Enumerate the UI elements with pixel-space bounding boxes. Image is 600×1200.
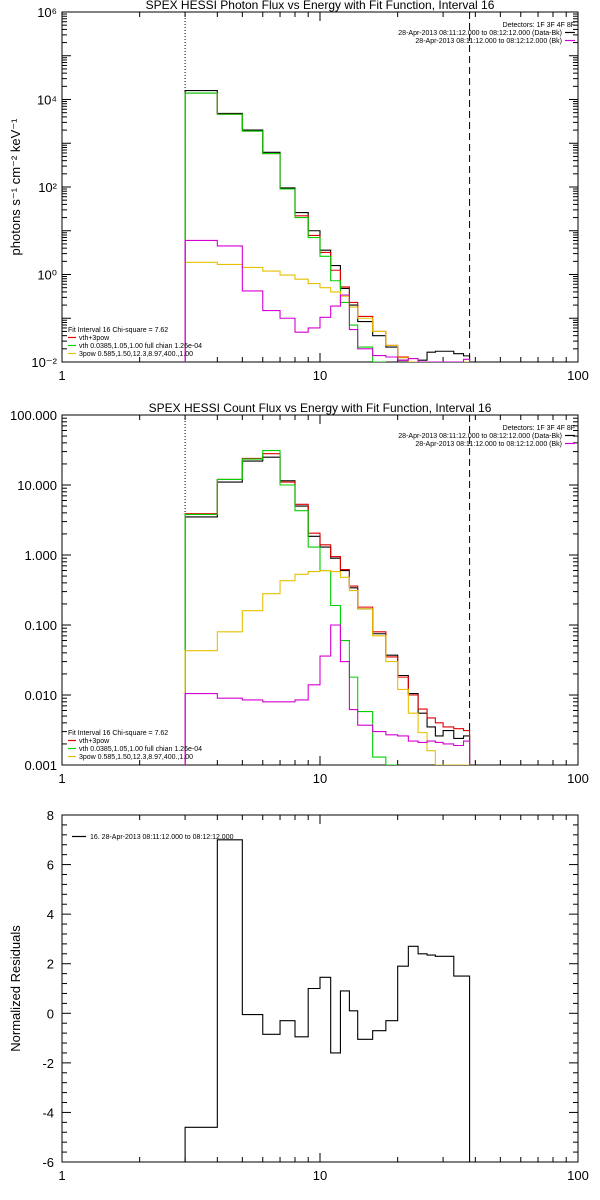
legend-label: vth 0.0385,1.05,1.00 full chian 1.26e-04 (79, 343, 202, 350)
series-line-3pow (184, 569, 470, 765)
y-tick-label: 100.000 (10, 408, 57, 423)
y-tick-label: -4 (42, 1105, 54, 1120)
x-tick-label: 10 (313, 771, 327, 786)
legend-header: Detectors: 1F 3F 4F 8F (503, 22, 575, 29)
legend-label: 3pow 0.585,1.50,12.3,8.97,400.,1.00 (79, 754, 193, 761)
y-axis-label: photons s⁻¹ cm⁻² keV⁻¹ (8, 118, 23, 256)
x-tick-label: 100 (567, 771, 589, 786)
legend-header: Fit Interval 16 Chi-square = 7.62 (68, 327, 168, 334)
series-line-vth (184, 450, 398, 765)
x-tick-label: 100 (567, 368, 589, 383)
y-tick-label: 10⁻² (31, 355, 57, 370)
legend-label: 28-Apr-2013 08:11:12.000 to 08:12:12.000… (415, 38, 562, 45)
series-line-16 (184, 839, 471, 1162)
x-tick-label: 1 (58, 771, 65, 786)
count-flux-panel: 1 10 100 0.001 0.010 0.100 1.000 10.000 100.000 S… (10, 401, 589, 786)
series-line-bk (184, 624, 471, 765)
residuals-panel: 1 10 100 -6 -4 -2 0 2 4 6 8 Normalized Residuals 16.… (8, 808, 589, 1183)
y-tick-label: -2 (42, 1056, 54, 1071)
x-tick-label: 1 (58, 368, 65, 383)
y-tick-label: 10⁴ (37, 93, 57, 108)
series-group (184, 450, 471, 765)
series-line-vth (184, 92, 386, 362)
series-line-data-bk (184, 90, 471, 362)
legend-label: vth+3pow (79, 335, 110, 342)
legend-label: 16. 28-Apr-2013 08:11:12.000 to 08:12:12… (90, 834, 234, 841)
y-tick-label: 0.100 (24, 618, 57, 633)
y-tick-label: 0 (47, 1006, 54, 1021)
y-tick-label: 0.010 (24, 688, 57, 703)
legend-label: 28-Apr-2013 08:11:12.000 to 08:12:12.000… (398, 433, 562, 440)
x-tick-label: 10 (313, 368, 327, 383)
legend-header: Detectors: 1F 3F 4F 8F (503, 425, 575, 432)
y-tick-label: 4 (47, 907, 54, 922)
y-tick-label: 6 (47, 858, 54, 873)
y-tick-label: -6 (42, 1155, 54, 1170)
legend-label: vth+3pow (79, 738, 110, 745)
photon-flux-panel: 1 10 100 10⁻² 10⁰ 10² 10⁴ 10⁶ SPEX HESSI Photon … (8, 0, 589, 383)
x-tick-label: 1 (58, 1168, 65, 1183)
series-line-vth-3pow (184, 92, 470, 362)
legend-header: Fit Interval 16 Chi-square = 7.62 (68, 730, 168, 737)
series-group (184, 90, 471, 362)
y-axis-label: Normalized Residuals (8, 925, 23, 1052)
plot-frame (61, 414, 579, 766)
y-tick-label: 8 (47, 808, 54, 823)
plot-frame (61, 11, 579, 363)
legend-label: 3pow 0.585,1.50,12.3,8.97,400.,1.00 (79, 351, 193, 358)
series-line-vth-3pow (184, 453, 471, 765)
legend-label: vth 0.0385,1.05,1.00 full chian 1.26e-04 (79, 746, 202, 753)
series-line-data-bk (184, 456, 471, 765)
legend-label: 28-Apr-2013 08:11:12.000 to 08:12:12.000… (415, 441, 562, 448)
y-tick-label: 1.000 (24, 548, 57, 563)
y-tick-label: 2 (47, 957, 54, 972)
chart-title: SPEX HESSI Count Flux vs Energy with Fit… (149, 401, 492, 415)
y-tick-label: 0.001 (24, 758, 57, 773)
y-tick-label: 10² (38, 180, 57, 195)
y-tick-label: 10⁶ (37, 5, 57, 20)
x-tick-label: 10 (313, 1168, 327, 1183)
legend-label: 28-Apr-2013 08:11:12.000 to 08:12:12.000… (398, 30, 562, 37)
x-tick-label: 100 (567, 1168, 589, 1183)
y-tick-label: 10⁰ (37, 268, 57, 283)
series-group (184, 839, 471, 1162)
chart-title: SPEX HESSI Photon Flux vs Energy with Fi… (146, 0, 495, 12)
series-line-bk (184, 239, 471, 362)
series-line-3pow (184, 261, 470, 362)
y-tick-label: 10.000 (17, 478, 57, 493)
